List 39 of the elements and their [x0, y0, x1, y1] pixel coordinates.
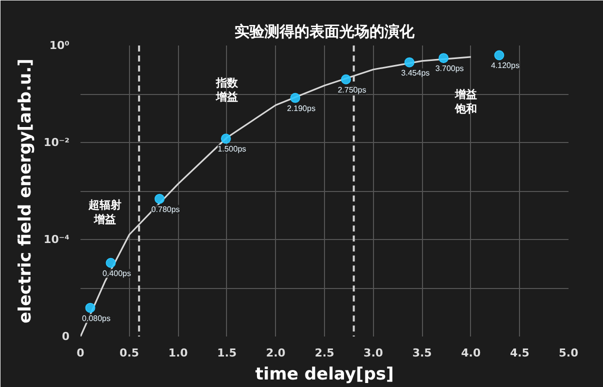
point: [404, 57, 414, 68]
annotation: 1.500ps: [218, 144, 246, 154]
y-tick-label: 10⁰: [49, 39, 70, 52]
annotation: 3.454ps: [401, 68, 430, 78]
x-tick-label: 2.5: [314, 346, 334, 360]
annotation: 0.780ps: [151, 204, 180, 214]
x-tick-label: 0: [76, 346, 85, 360]
point: [220, 134, 231, 144]
point: [106, 258, 116, 268]
y-axis-title: electric field energy[arb.u.]: [16, 58, 36, 324]
point: [85, 302, 96, 313]
x-tick-label: 3.0: [364, 346, 384, 360]
point: [340, 74, 351, 84]
x-tick-label: 5.0: [558, 346, 579, 360]
y-tick-label: 10⁻²: [44, 136, 70, 149]
annotation: 4.120ps: [490, 61, 520, 70]
point: [438, 53, 449, 64]
point: [290, 92, 300, 103]
point: [494, 50, 504, 60]
x-tick-label: 1.5: [217, 346, 237, 360]
x-axis-title: time delay[ps]: [255, 364, 394, 384]
annotation: 3.700ps: [435, 64, 464, 74]
point: [154, 194, 165, 204]
x-tick-label: 4.0: [461, 346, 481, 360]
annotation: 2.750ps: [338, 85, 366, 94]
annotation: 指数增益: [214, 76, 239, 104]
x-tick-label: 2.0: [266, 346, 286, 360]
chart-title: 实验测得的表面光场的演化: [234, 22, 416, 40]
annotation: 0.080ps: [82, 314, 110, 323]
annotation: 增益饱和: [454, 88, 478, 116]
annotation: 2.190ps: [286, 104, 316, 113]
x-tick-label: 4.5: [510, 346, 530, 360]
x-tick-label: 1.0: [168, 346, 188, 360]
y-tick-label: 10⁻⁴: [44, 233, 70, 246]
x-tick-label: 3.5: [412, 346, 432, 360]
annotation: 超辐射增益: [87, 198, 122, 226]
annotation: 0.400ps: [102, 268, 131, 278]
y-tick-label: 0: [62, 330, 70, 343]
x-tick-label: 0.5: [120, 346, 140, 360]
